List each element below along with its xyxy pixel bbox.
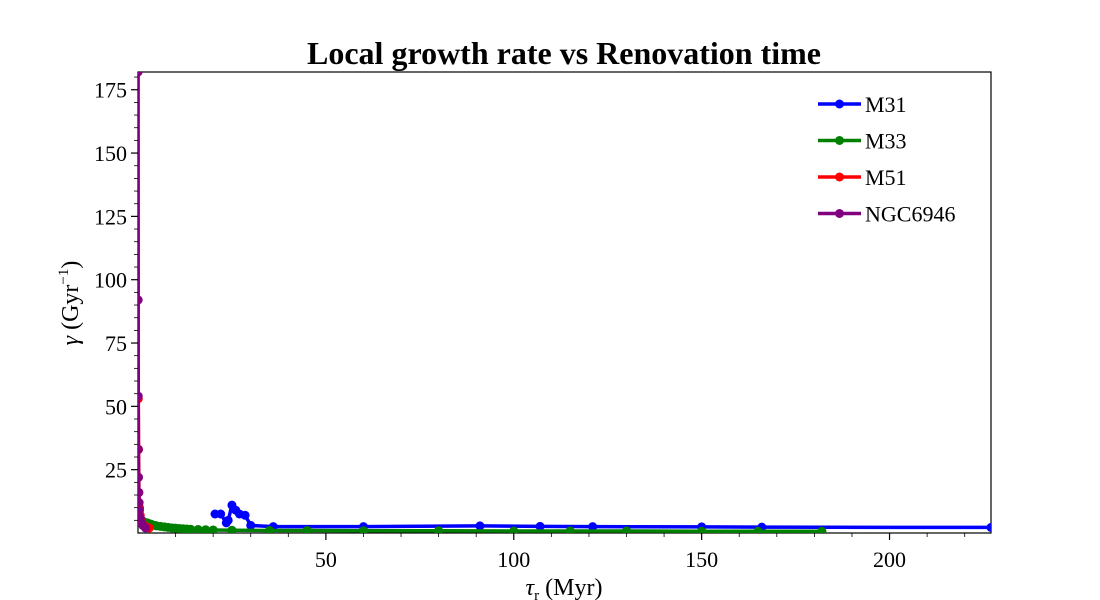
legend-item-ngc6946: NGC6946 bbox=[818, 202, 955, 227]
y-tick-label: 150 bbox=[94, 141, 127, 166]
data-point-ngc6946 bbox=[141, 523, 151, 533]
data-point-ngc6946 bbox=[138, 444, 143, 454]
legend-item-m51: M51 bbox=[818, 165, 907, 190]
y-tick-label: 75 bbox=[105, 331, 127, 356]
y-axis-label-superscript: −1 bbox=[56, 269, 72, 285]
data-point-m33 bbox=[193, 524, 203, 533]
series-ngc6946 bbox=[138, 72, 151, 533]
x-axis-label-subscript: r bbox=[534, 588, 539, 600]
y-tick-label: 125 bbox=[94, 204, 127, 229]
y-tick-label: 50 bbox=[105, 394, 127, 419]
data-point-m31 bbox=[240, 510, 250, 520]
x-axis-label: τr (Myr) bbox=[526, 575, 603, 600]
legend-marker-m33 bbox=[835, 136, 844, 145]
data-point-ngc6946 bbox=[138, 487, 144, 497]
legend-label-ngc6946: NGC6946 bbox=[865, 202, 955, 227]
data-point-m33 bbox=[358, 526, 368, 533]
y-axis-label-symbol: γ bbox=[58, 335, 84, 345]
data-point-m31 bbox=[216, 509, 226, 519]
data-point-m33 bbox=[622, 526, 632, 533]
legend-label-m33: M33 bbox=[865, 129, 907, 154]
series-layer bbox=[138, 72, 991, 533]
y-axis: 25 50 75 100 125 150 175 bbox=[94, 76, 138, 521]
data-point-m31 bbox=[223, 515, 233, 525]
data-point-m33 bbox=[265, 525, 275, 533]
data-point-m31 bbox=[535, 521, 545, 531]
data-point-ngc6946 bbox=[138, 498, 144, 508]
legend-label-m31: M31 bbox=[865, 92, 907, 117]
data-point-m33 bbox=[697, 526, 707, 533]
legend-label-m51: M51 bbox=[865, 165, 907, 190]
legend-marker-m51 bbox=[835, 172, 844, 182]
legend-marker-ngc6946 bbox=[835, 209, 844, 218]
legend-item-m33: M33 bbox=[818, 129, 907, 154]
data-point-m33 bbox=[817, 526, 827, 533]
y-tick-label: 100 bbox=[94, 268, 127, 293]
y-tick-label: 175 bbox=[94, 78, 127, 103]
data-point-m33 bbox=[302, 525, 312, 533]
data-point-ngc6946 bbox=[138, 391, 143, 401]
chart-title: Local growth rate vs Renovation time bbox=[307, 35, 821, 71]
legend-marker-m31 bbox=[835, 99, 844, 109]
data-point-ngc6946 bbox=[138, 505, 145, 515]
data-point-m33 bbox=[509, 526, 519, 533]
data-point-m33 bbox=[753, 526, 763, 533]
data-point-m31 bbox=[588, 522, 598, 532]
y-axis-label-unit: (Gyr bbox=[58, 285, 84, 336]
legend: M31 M33 M51 NGC6946 bbox=[818, 92, 955, 227]
data-point-m33 bbox=[434, 526, 444, 533]
x-tick-label: 100 bbox=[497, 547, 530, 572]
data-point-ngc6946 bbox=[138, 72, 143, 77]
data-point-m33 bbox=[565, 526, 575, 533]
x-tick-label: 200 bbox=[873, 547, 906, 572]
data-point-m33 bbox=[201, 525, 211, 533]
legend-item-m31: M31 bbox=[818, 92, 907, 117]
x-tick-label: 150 bbox=[685, 547, 718, 572]
x-axis: 50 100 150 200 bbox=[175, 533, 966, 572]
x-axis-label-symbol: τ bbox=[526, 575, 536, 600]
y-axis-label-close: ) bbox=[58, 261, 84, 269]
data-point-m31 bbox=[246, 520, 256, 530]
data-point-ngc6946 bbox=[138, 472, 144, 482]
data-point-m31 bbox=[475, 521, 485, 531]
data-point-m33 bbox=[186, 524, 196, 533]
x-tick-label: 50 bbox=[315, 547, 337, 572]
y-axis-label: γ (Gyr−1) bbox=[56, 261, 84, 346]
data-point-m33 bbox=[208, 525, 218, 533]
x-axis-label-unit: (Myr) bbox=[539, 575, 602, 600]
data-point-m33 bbox=[227, 525, 237, 533]
y-tick-label: 25 bbox=[105, 458, 127, 483]
data-point-m31 bbox=[986, 522, 991, 532]
data-point-ngc6946 bbox=[138, 295, 143, 305]
